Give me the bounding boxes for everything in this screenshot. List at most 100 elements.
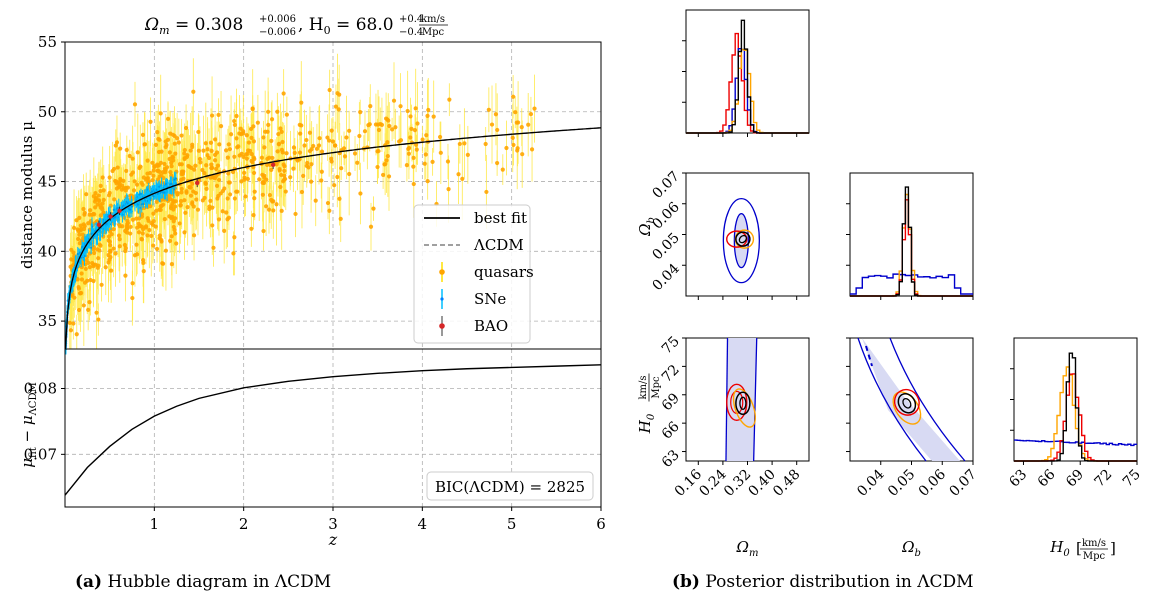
sne-point xyxy=(89,246,93,249)
quasar-point xyxy=(84,192,89,197)
quasar-point xyxy=(341,146,347,151)
quasar-point xyxy=(319,149,325,154)
quasar-point xyxy=(71,263,76,268)
corner-y-tick-label: 75 xyxy=(659,334,683,358)
quasar-point xyxy=(251,124,256,129)
quasar-point xyxy=(484,189,489,195)
corner-y-tick-label: 72 xyxy=(659,362,683,386)
corner-x-tick-label: 0.32 xyxy=(721,467,754,500)
quasar-point xyxy=(224,210,229,215)
quasar-point xyxy=(456,172,461,177)
quasar-point xyxy=(91,245,97,250)
quasar-point xyxy=(375,149,380,154)
quasar-point xyxy=(262,175,267,180)
quasar-point xyxy=(269,197,274,202)
quasar-point xyxy=(151,243,156,248)
quasar-point xyxy=(156,163,161,168)
quasar-point xyxy=(204,163,209,168)
hubble-panel: Ωm = 0.308 +0.006 −0.006 , H0 = 68.0 +0.… xyxy=(18,14,606,549)
sne-point xyxy=(81,245,84,248)
quasar-point xyxy=(200,167,205,173)
title-h0: , H0 = 68.0 xyxy=(298,15,394,37)
caption-a: (a) Hubble diagram in ΛCDM xyxy=(75,572,332,592)
corner-ylabel-h0: H0 xyxy=(636,413,657,434)
quasar-point xyxy=(397,139,402,144)
quasar-point xyxy=(274,162,279,167)
quasar-point xyxy=(298,131,303,136)
quasar-point xyxy=(148,119,153,124)
hubble-legend: best fit ΛCDM quasars SNe BAO xyxy=(413,204,534,344)
quasar-point xyxy=(158,207,163,212)
quasar-point xyxy=(204,186,209,191)
quasar-point xyxy=(389,127,395,132)
quasar-point xyxy=(255,120,260,125)
quasar-point xyxy=(193,163,198,168)
quasar-point xyxy=(211,245,216,250)
quasar-point xyxy=(311,143,316,149)
quasar-point xyxy=(212,158,218,163)
residual-x-tick-label: 5 xyxy=(507,515,517,533)
quasar-point xyxy=(207,204,212,209)
quasar-point xyxy=(220,209,225,214)
quasar-point xyxy=(406,151,412,156)
quasar-point xyxy=(430,159,435,165)
quasar-point xyxy=(225,155,230,160)
quasar-point xyxy=(261,135,266,140)
quasar-point xyxy=(108,203,113,208)
quasar-point xyxy=(182,147,187,153)
quasar-point xyxy=(169,164,174,169)
hubble-ylabel: distance modulus μ xyxy=(18,121,36,269)
legend-bao-label: BAO xyxy=(474,317,508,335)
sne-point xyxy=(174,177,177,180)
quasar-point xyxy=(93,205,98,210)
sne-point xyxy=(130,205,134,208)
corner-plot: 0.160.240.320.400.48 0.040.050.060.07 63 66… xyxy=(636,9,1144,562)
quasar-point xyxy=(145,171,150,176)
residual-x-tick-label: 6 xyxy=(596,515,606,533)
quasar-point xyxy=(232,196,238,201)
quasar-point xyxy=(203,141,208,146)
corner-x-tick-label: 69 xyxy=(1063,467,1087,491)
corner-y-tick-label: 0.06 xyxy=(649,199,682,232)
quasar-point xyxy=(275,149,280,154)
quasar-point xyxy=(425,179,430,184)
quasar-point xyxy=(147,227,152,233)
quasar-point xyxy=(335,174,340,180)
quasar-point xyxy=(398,104,403,109)
quasar-point xyxy=(145,158,150,163)
quasar-point xyxy=(457,141,462,147)
quasar-point xyxy=(244,156,249,161)
quasar-point xyxy=(347,128,352,133)
quasar-point xyxy=(139,180,144,185)
quasar-point xyxy=(100,175,105,180)
quasar-point xyxy=(79,271,84,276)
quasar-point xyxy=(96,263,101,268)
quasar-point xyxy=(153,142,159,147)
quasar-point xyxy=(246,140,252,145)
sne-point xyxy=(113,216,116,219)
quasar-point xyxy=(309,147,314,152)
quasar-point xyxy=(183,125,189,131)
quasar-point xyxy=(129,172,134,177)
quasar-point xyxy=(405,108,410,114)
quasar-point xyxy=(164,142,169,148)
quasar-point xyxy=(159,173,164,178)
quasar-point xyxy=(130,217,136,222)
quasar-point xyxy=(209,113,215,118)
corner-ylabel-h0-unit-num: km/s xyxy=(638,375,649,399)
contour-blue-fill-h0-ob xyxy=(862,338,960,461)
quasar-point xyxy=(185,153,190,158)
quasar-point xyxy=(307,130,313,135)
quasar-point xyxy=(412,128,418,133)
corner-y-tick-label: 66 xyxy=(659,419,683,443)
corner-x-tick-label: 0.06 xyxy=(916,466,949,499)
quasar-point xyxy=(87,212,92,217)
hist-om-black xyxy=(686,19,809,134)
legend-box xyxy=(413,204,531,344)
quasar-point xyxy=(280,150,285,155)
quasar-point xyxy=(301,173,306,178)
quasar-point xyxy=(119,187,124,192)
quasar-point xyxy=(87,300,92,305)
sne-point xyxy=(150,190,154,193)
quasar-point xyxy=(215,163,221,168)
